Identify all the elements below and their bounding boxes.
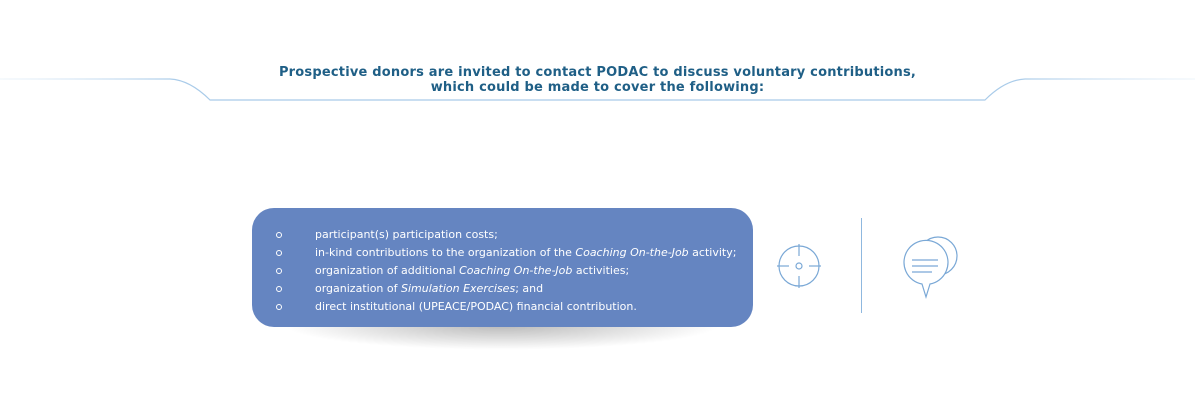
intro-line-2: which could be made to cover the followi… — [430, 80, 765, 95]
bullet-icon — [276, 304, 282, 310]
header-curve-line — [0, 78, 1195, 101]
bullet-icon — [276, 250, 282, 256]
list-item: organization of Simulation Exercises; an… — [252, 280, 743, 298]
intro-line-1: Prospective donors are invited to contac… — [278, 65, 917, 80]
item-text: direct institutional (UPEACE/PODAC) fina… — [315, 300, 637, 313]
contributions-list: participant(s) participation costs; in-k… — [252, 226, 743, 316]
item-text-after: ; and — [515, 282, 544, 295]
item-italic: Coaching On-the-Job — [575, 246, 689, 259]
item-text-after: activity; — [688, 246, 737, 259]
item-italic: Coaching On-the-Job — [459, 264, 573, 277]
crosshair-icon — [777, 244, 821, 288]
bullet-icon — [276, 286, 282, 292]
item-text: organization of additional — [315, 264, 460, 277]
chat-bubbles-icon — [903, 236, 958, 300]
list-item: direct institutional (UPEACE/PODAC) fina… — [252, 298, 743, 316]
bullet-icon — [276, 232, 282, 238]
item-text: organization of — [315, 282, 401, 295]
bullet-icon — [276, 268, 282, 274]
item-text: in-kind contributions to the organizatio… — [315, 246, 576, 259]
item-text-after: activities; — [572, 264, 630, 277]
contributions-panel: participant(s) participation costs; in-k… — [252, 208, 753, 327]
vertical-divider — [861, 218, 862, 313]
item-text: participant(s) participation costs; — [315, 228, 498, 241]
list-item: participant(s) participation costs; — [252, 226, 743, 244]
intro-heading: Prospective donors are invited to contac… — [0, 65, 1195, 95]
list-item: in-kind contributions to the organizatio… — [252, 244, 743, 262]
header-band: Prospective donors are invited to contac… — [0, 0, 1195, 110]
item-italic: Simulation Exercises — [401, 282, 516, 295]
list-item: organization of additional Coaching On-t… — [252, 262, 743, 280]
